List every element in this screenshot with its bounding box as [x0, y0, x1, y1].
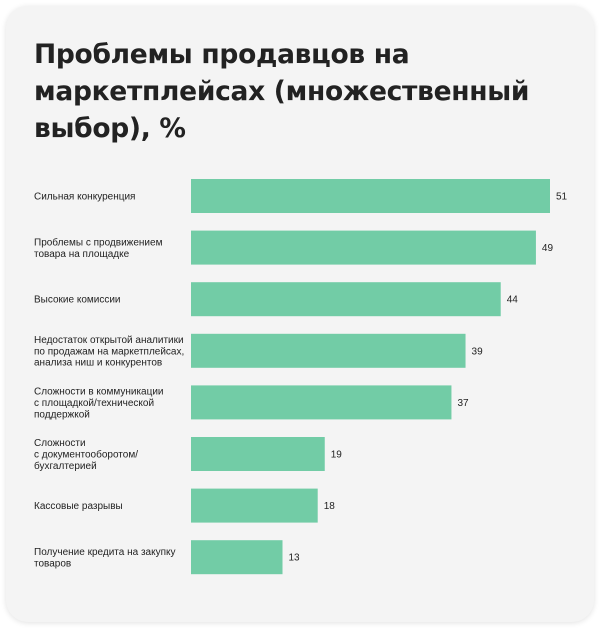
chart-title: Проблемы продавцов на маркетплейсах (мно… [34, 39, 530, 144]
category-label-line: Проблемы с продвижением [34, 236, 163, 248]
category-label-line: Недостаток открытой аналитики [34, 335, 184, 346]
value-label-5: 19 [331, 450, 343, 461]
category-label-line: с документооборотом/ [34, 449, 138, 461]
value-label-7: 13 [289, 553, 301, 564]
category-label-line: с площадкой/технической [34, 398, 154, 409]
bar-2 [191, 282, 501, 317]
category-label-line: Сложности в коммуникации [34, 387, 164, 398]
category-label-6: Кассовые разрывы [34, 501, 123, 512]
bar-4 [191, 385, 452, 420]
category-label-1: Проблемы с продвижением товара на площадк… [34, 236, 163, 259]
value-label-3: 39 [472, 346, 484, 357]
category-label-7: Получение кредита на закупку товаров [34, 547, 176, 569]
category-label-line: по продажам на маркетплейсах, [34, 346, 184, 357]
category-label-line: Кассовые разрывы [34, 501, 123, 512]
value-label-2: 44 [507, 295, 519, 306]
value-label-6: 18 [324, 501, 336, 512]
category-label-line: Высокие комиссии [34, 295, 121, 306]
bar-1 [191, 230, 536, 265]
value-label-1: 49 [542, 243, 554, 254]
category-label-line: бухгалтерией [34, 460, 97, 472]
bar-3 [191, 333, 466, 368]
category-label-0: Сильная конкуренция [34, 192, 135, 203]
value-label-0: 51 [556, 192, 568, 203]
category-label-line: товаров [34, 558, 71, 569]
category-label-5: Сложности с документооборотом/бухгалтерие… [34, 438, 138, 472]
category-label-2: Высокие комиссии [34, 295, 121, 306]
category-label-3: Недостаток открытой аналитики по продажам… [34, 335, 184, 369]
category-label-4: Сложности в коммуникации с площадкой/техн… [34, 387, 164, 421]
category-label-line: Получение кредита на закупку [34, 547, 176, 558]
bar-7 [191, 540, 283, 575]
category-label-line: анализа ниш и конкурентов [34, 358, 162, 369]
bar-6 [191, 488, 318, 523]
category-label-line: товара на площадке [34, 249, 130, 260]
value-label-4: 37 [457, 398, 469, 409]
bar-0 [191, 179, 550, 213]
category-label-line: Сильная конкуренция [34, 192, 135, 203]
bar-5 [191, 437, 325, 471]
category-label-line: поддержкой [34, 409, 90, 420]
category-label-line: Сложности [34, 438, 86, 449]
